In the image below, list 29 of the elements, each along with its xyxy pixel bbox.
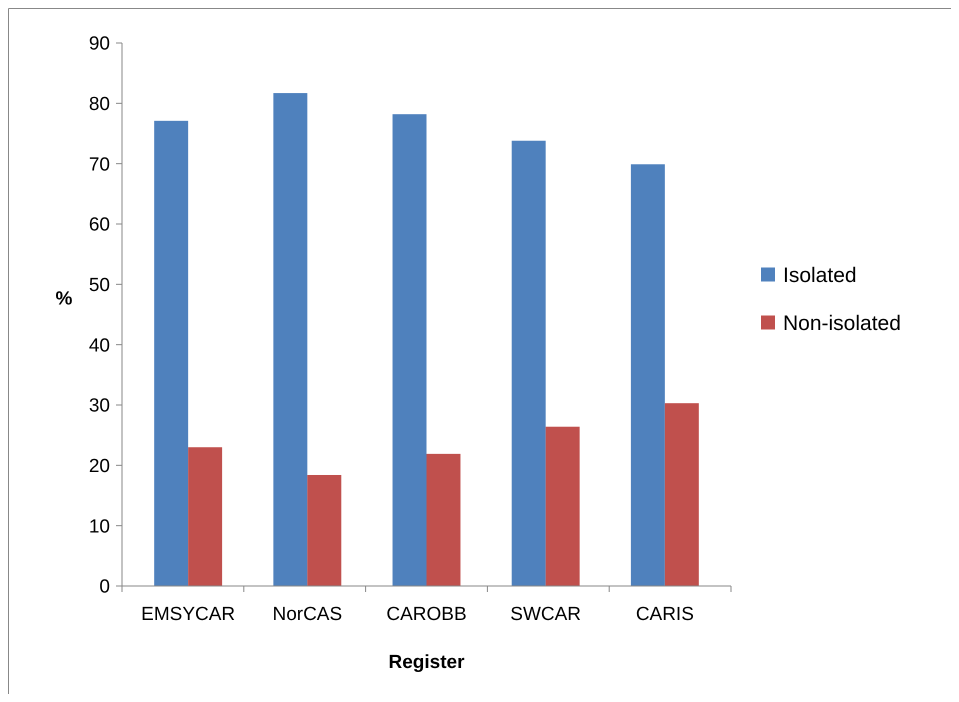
y-tick-label: 80	[88, 94, 110, 115]
bar	[630, 164, 665, 586]
y-tick-label: 10	[88, 516, 110, 538]
x-tick-label: NorCAS	[272, 604, 342, 625]
y-tick-label: 90	[88, 34, 110, 55]
y-tick-label: 0	[99, 576, 110, 598]
y-axis-title: %	[56, 288, 73, 310]
x-tick-label: CARIS	[636, 604, 694, 625]
legend-label: Isolated	[783, 264, 857, 287]
bar	[426, 454, 460, 586]
legend-label: Non-isolated	[783, 312, 901, 335]
y-tick-label: 60	[88, 214, 110, 236]
y-tick-label: 20	[88, 456, 110, 477]
bar	[664, 403, 699, 586]
y-tick-label: 70	[88, 154, 110, 176]
bar	[512, 140, 546, 586]
x-axis-title: Register	[388, 652, 466, 673]
bar	[273, 93, 308, 586]
bar	[307, 474, 342, 586]
x-tick-label: EMSYCAR	[141, 604, 236, 625]
y-tick-label: 30	[88, 396, 110, 417]
x-tick-label: SWCAR	[510, 604, 582, 625]
bar	[392, 114, 426, 586]
bar	[154, 120, 188, 586]
y-tick-label: 40	[88, 335, 110, 356]
y-tick-label: 50	[88, 274, 110, 296]
bar	[188, 447, 222, 586]
bar	[546, 426, 580, 586]
x-tick-label: CAROBB	[386, 604, 467, 625]
